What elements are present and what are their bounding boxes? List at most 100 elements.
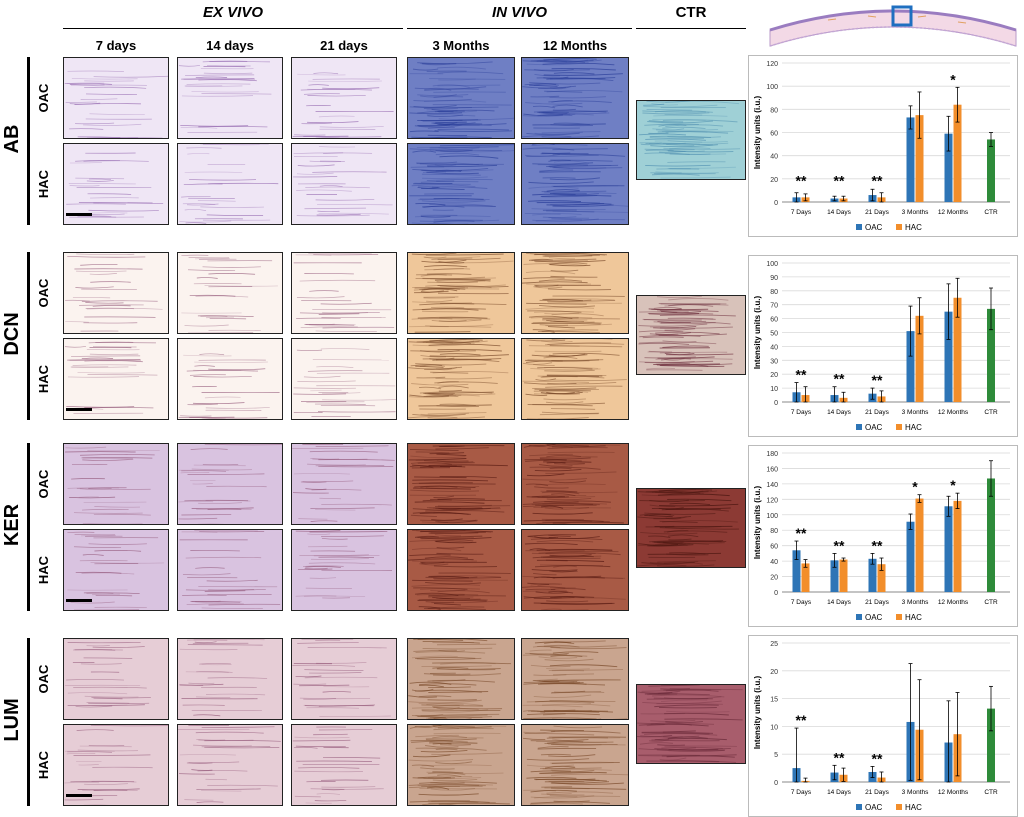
bar-oac	[906, 521, 915, 592]
chart-frame	[748, 55, 1018, 237]
ctr-micrograph	[636, 488, 746, 568]
column-label: 14 days	[206, 38, 254, 53]
micrograph	[291, 529, 397, 611]
micrograph	[521, 338, 629, 420]
micrograph	[521, 143, 629, 225]
tissue-texture	[408, 58, 514, 138]
x-tick-label: 21 Days	[865, 789, 890, 796]
tissue-texture	[292, 253, 396, 333]
legend-label: HAC	[905, 803, 922, 812]
condition-label: OAC	[36, 664, 51, 694]
y-tick-label: 5	[774, 752, 778, 759]
micrograph	[291, 443, 397, 525]
micrograph	[291, 338, 397, 420]
tissue-texture	[64, 725, 168, 805]
significance-marker: **	[796, 712, 807, 728]
y-tick-label: 40	[770, 154, 778, 161]
tissue-texture	[64, 253, 168, 333]
bar-hac	[953, 500, 962, 592]
significance-marker: **	[796, 525, 807, 541]
y-tick-label: 60	[770, 317, 778, 324]
y-axis-label: Intensity units (i.u.)	[753, 486, 762, 560]
micrograph	[521, 252, 629, 334]
x-tick-label: 12 Months	[938, 409, 969, 416]
x-tick-label: CTR	[984, 409, 998, 416]
tissue-texture	[522, 144, 628, 224]
condition-label: HAC	[36, 364, 51, 394]
x-tick-label: 3 Months	[902, 599, 929, 606]
tissue-texture	[408, 725, 514, 805]
micrograph	[407, 638, 515, 720]
y-tick-label: 50	[770, 331, 778, 338]
legend-swatch	[896, 804, 902, 810]
significance-marker: **	[834, 371, 845, 387]
micrograph	[521, 443, 629, 525]
column-label: 3 Months	[432, 38, 490, 53]
chart-ker: 0 20 40 60 80 100 120 140 160 180 Intensity units …	[748, 445, 1018, 627]
y-tick-label: 10	[770, 724, 778, 731]
tissue-texture	[408, 530, 514, 610]
y-tick-label: 60	[770, 131, 778, 138]
chart-lum: 0 5 10 15 20 25 Intensity units (i.u.) 7 Days 14…	[748, 635, 1018, 817]
significance-marker: **	[834, 537, 845, 553]
bar-oac	[868, 558, 877, 592]
legend-swatch	[856, 614, 862, 620]
y-tick-label: 0	[774, 780, 778, 787]
condition-label: HAC	[36, 169, 51, 199]
micrograph	[177, 252, 283, 334]
tissue-texture	[64, 639, 168, 719]
tissue-texture	[408, 639, 514, 719]
significance-marker: **	[796, 367, 807, 383]
y-tick-label: 20	[770, 575, 778, 582]
legend-label: OAC	[865, 423, 883, 432]
tissue-texture	[292, 639, 396, 719]
legend-label: OAC	[865, 803, 883, 812]
tissue-texture	[292, 725, 396, 805]
tissue-texture	[408, 253, 514, 333]
y-tick-label: 100	[766, 261, 778, 268]
y-tick-label: 0	[774, 590, 778, 597]
tissue-texture	[522, 58, 628, 138]
tissue-texture	[522, 639, 628, 719]
row-bracket	[27, 57, 30, 225]
bar-oac	[906, 331, 915, 402]
bar-oac	[792, 550, 801, 592]
tissue-texture	[64, 144, 168, 224]
tissue-texture	[522, 444, 628, 524]
y-tick-label: 15	[770, 697, 778, 704]
in-vivo-header-line	[407, 28, 632, 29]
x-tick-label: 14 Days	[827, 409, 852, 416]
micrograph	[63, 143, 169, 225]
micrograph	[291, 57, 397, 139]
tissue-texture	[178, 639, 282, 719]
bar-ctr	[987, 708, 995, 782]
x-tick-label: 21 Days	[865, 599, 890, 606]
y-tick-label: 100	[766, 84, 778, 91]
y-tick-label: 60	[770, 544, 778, 551]
y-axis-label: Intensity units (i.u.)	[753, 296, 762, 370]
micrograph	[407, 57, 515, 139]
bar-hac	[801, 563, 810, 592]
y-tick-label: 70	[770, 303, 778, 310]
y-axis-label: Intensity units (i.u.)	[753, 676, 762, 750]
legend-swatch	[896, 614, 902, 620]
tissue-texture	[178, 444, 282, 524]
tissue-texture	[64, 444, 168, 524]
row-bracket	[27, 252, 30, 420]
x-tick-label: 14 Days	[827, 209, 852, 216]
bar-hac	[877, 564, 886, 592]
x-tick-label: CTR	[984, 599, 998, 606]
tissue-texture	[408, 444, 514, 524]
x-tick-label: 21 Days	[865, 409, 890, 416]
tissue-texture	[637, 685, 745, 763]
y-tick-label: 40	[770, 344, 778, 351]
micrograph	[407, 143, 515, 225]
micrograph	[521, 724, 629, 806]
ex-vivo-header-line	[63, 28, 403, 29]
tissue-texture	[522, 253, 628, 333]
bar-ctr	[987, 308, 995, 402]
micrograph	[63, 638, 169, 720]
ctr-header-line	[636, 28, 746, 29]
bar-hac	[915, 115, 924, 202]
tissue-texture	[178, 253, 282, 333]
